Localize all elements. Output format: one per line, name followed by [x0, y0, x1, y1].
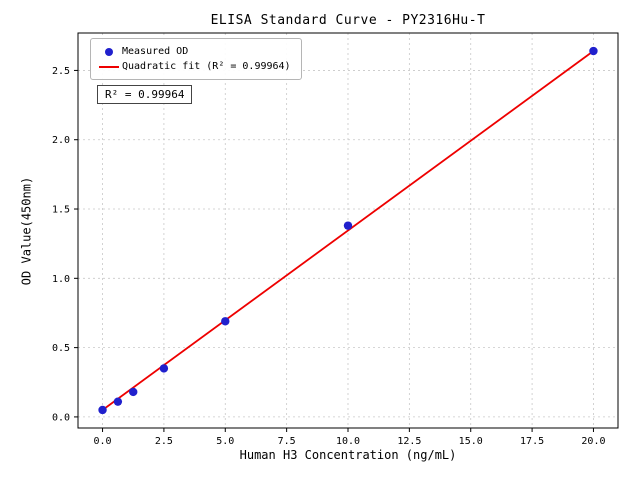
- legend-item-quadratic-fit: Quadratic fit (R² = 0.99964): [99, 59, 291, 74]
- y-axis-label: OD Value(450nm): [19, 176, 34, 286]
- legend-label-measured-od: Measured OD: [122, 46, 189, 57]
- measured-od-point: [589, 46, 598, 56]
- y-tick-label: 2.5: [52, 66, 70, 77]
- x-tick-label: 17.5: [520, 436, 544, 447]
- y-tick-label: 1.0: [52, 274, 70, 285]
- y-tick-label: 0.5: [52, 343, 70, 354]
- measured-od-point: [113, 397, 123, 406]
- chart-title: ELISA Standard Curve - PY2316Hu-T: [210, 13, 486, 28]
- y-tick-label: 1.5: [52, 205, 70, 216]
- legend-label-quadratic-fit: Quadratic fit (R² = 0.99964): [122, 61, 291, 72]
- measured-od-point: [129, 387, 138, 397]
- x-tick-label: 20.0: [581, 436, 605, 447]
- x-tick-label: 0.0: [94, 436, 112, 447]
- measured-od-point: [98, 405, 107, 415]
- x-tick-label: 12.5: [397, 436, 421, 447]
- x-tick-label: 15.0: [459, 436, 483, 447]
- measured-od-point: [343, 221, 353, 230]
- x-tick-label: 5.0: [216, 436, 234, 447]
- x-axis-label: Human H3 Concentration (ng/mL): [239, 448, 457, 462]
- legend-marker-measured-od: [105, 47, 113, 56]
- measured-od-point: [221, 317, 230, 326]
- r-squared-annotation: R² = 0.99964: [97, 85, 193, 104]
- x-tick-label: 10.0: [336, 436, 360, 447]
- quadratic-fit-line: [102, 50, 594, 411]
- x-tick-label: 7.5: [278, 436, 296, 447]
- x-tick-label: 2.5: [155, 436, 173, 447]
- y-tick-label: 2.0: [52, 135, 70, 146]
- legend: Measured OD Quadratic fit (R² = 0.99964): [90, 38, 302, 80]
- legend-marker-quadratic-fit: [99, 65, 119, 68]
- measured-od-point: [159, 364, 169, 373]
- y-tick-label: 0.0: [52, 412, 70, 423]
- legend-item-measured-od: Measured OD: [99, 44, 291, 59]
